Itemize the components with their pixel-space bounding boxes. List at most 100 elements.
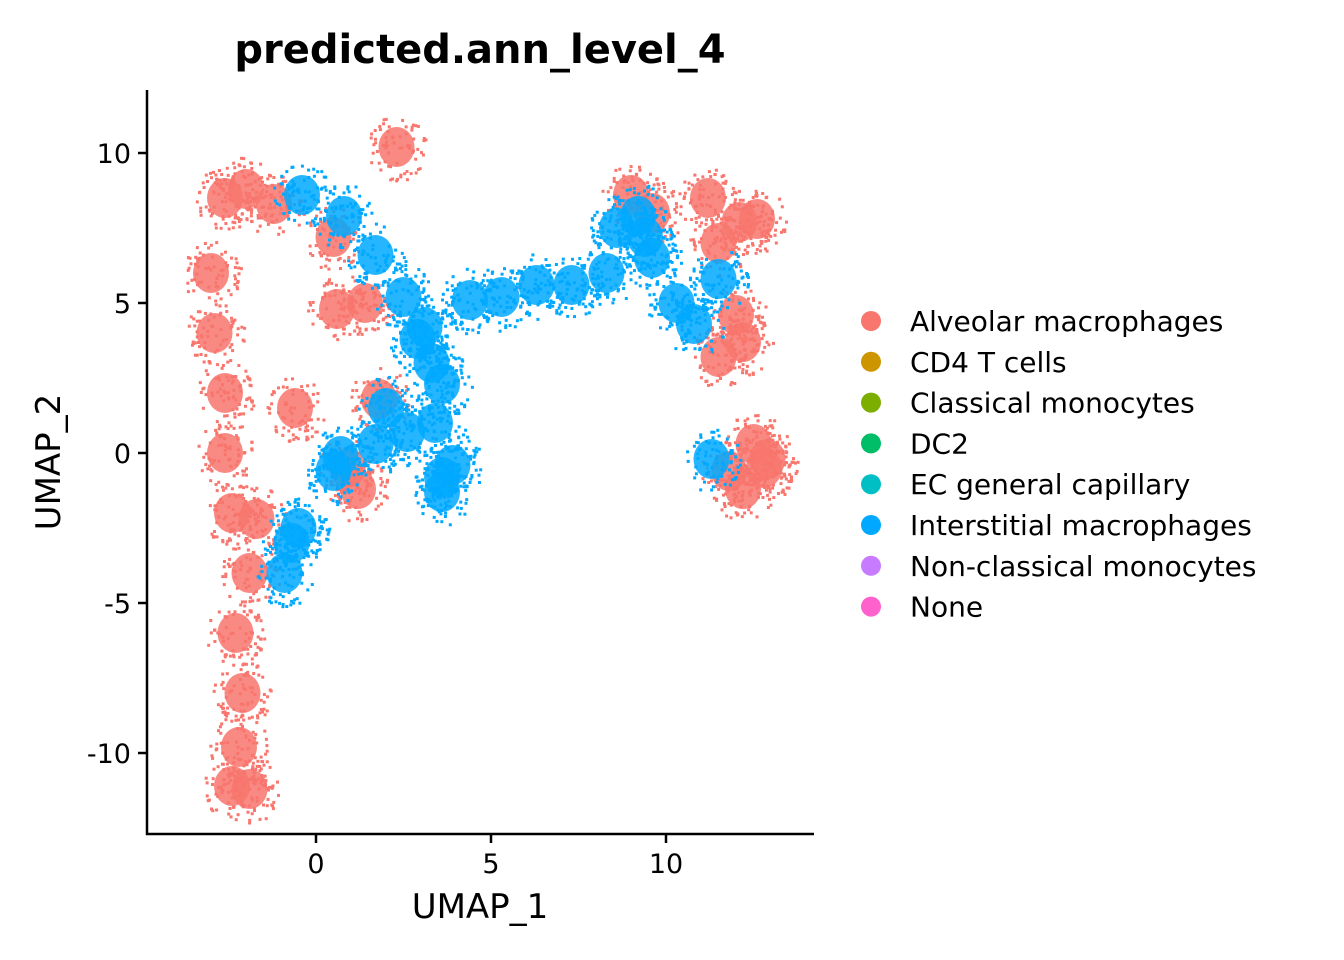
scatter-point [689,238,693,242]
scatter-point [246,810,250,814]
scatter-point [245,541,249,545]
scatter-point [735,237,739,241]
scatter-point [240,325,244,329]
scatter-point [325,537,329,541]
scatter-point [662,181,665,185]
scatter-point [364,404,368,408]
scatter-point [217,613,254,653]
scatter-point [360,280,364,284]
scatter-point [392,453,396,457]
scatter-point [262,700,266,704]
scatter-point [309,540,313,544]
scatter-point [209,744,213,748]
scatter-point [224,425,228,429]
scatter-point [406,464,410,468]
point-cluster [198,364,256,429]
scatter-point [201,181,205,185]
scatter-point [347,190,351,194]
scatter-point [418,359,422,363]
scatter-point [670,260,674,264]
scatter-point [365,271,369,275]
scatter-point [217,480,221,484]
scatter-point [222,583,226,587]
scatter-point [315,555,318,559]
scatter-point [365,275,368,279]
scatter-point [253,756,257,760]
scatter-point [401,394,404,398]
scatter-point [395,375,399,379]
scatter-point [428,362,431,365]
scatter-point [351,436,354,440]
scatter-point [319,220,323,223]
scatter-point [242,157,246,161]
scatter-point [369,468,373,472]
scatter-point [576,262,580,266]
scatter-point [783,474,787,478]
scatter-point [735,252,739,256]
scatter-point [622,282,626,286]
scatter-point [425,429,429,433]
scatter-point [455,408,459,412]
scatter-point [318,232,322,236]
scatter-point [557,306,561,310]
scatter-point [733,427,737,431]
scatter-point [449,353,453,357]
scatter-point [654,298,658,302]
point-cluster [347,222,408,290]
scatter-point [197,444,201,448]
scatter-point [671,194,675,198]
scatter-point [358,275,362,279]
scatter-point [485,310,489,314]
scatter-point [229,815,233,819]
scatter-point [548,303,552,306]
scatter-point [358,194,362,198]
scatter-point [190,278,194,282]
scatter-point [274,425,278,429]
scatter-point [345,505,349,509]
scatter-point [279,509,283,513]
scatter-point [242,165,246,169]
scatter-point [348,488,352,492]
scatter-point [475,450,479,454]
scatter-point [215,432,219,436]
scatter-point [256,216,260,220]
scatter-point [740,234,744,238]
scatter-point [594,241,598,245]
scatter-point [398,267,402,271]
scatter-point [470,385,474,389]
scatter-point [205,794,209,798]
scatter-point [233,415,237,419]
scatter-point [571,257,574,261]
scatter-point [718,479,722,482]
scatter-point [353,249,356,253]
scatter-point [416,167,420,171]
scatter-point [515,286,519,290]
scatter-point [646,193,650,196]
scatter-point [324,206,328,210]
scatter-point [741,450,745,454]
scatter-point [344,446,348,450]
scatter-point [790,460,794,464]
scatter-point [262,585,265,589]
scatter-point [474,308,478,312]
scatter-point [250,487,254,491]
scatter-point [432,451,436,455]
scatter-point [467,375,471,379]
scatter-point [268,583,272,587]
scatter-point [456,488,460,492]
scatter-point [211,756,215,760]
scatter-point [566,314,570,318]
scatter-point [451,320,455,324]
scatter-point [733,441,737,445]
scatter-point [395,338,398,342]
scatter-point [548,268,552,272]
scatter-point [594,293,598,297]
scatter-point [457,435,461,439]
scatter-point [218,725,222,729]
scatter-point [392,431,396,435]
scatter-point [612,230,616,234]
scatter-point [401,322,405,326]
scatter-point [250,407,254,411]
scatter-point [580,284,584,288]
scatter-point [320,170,324,174]
